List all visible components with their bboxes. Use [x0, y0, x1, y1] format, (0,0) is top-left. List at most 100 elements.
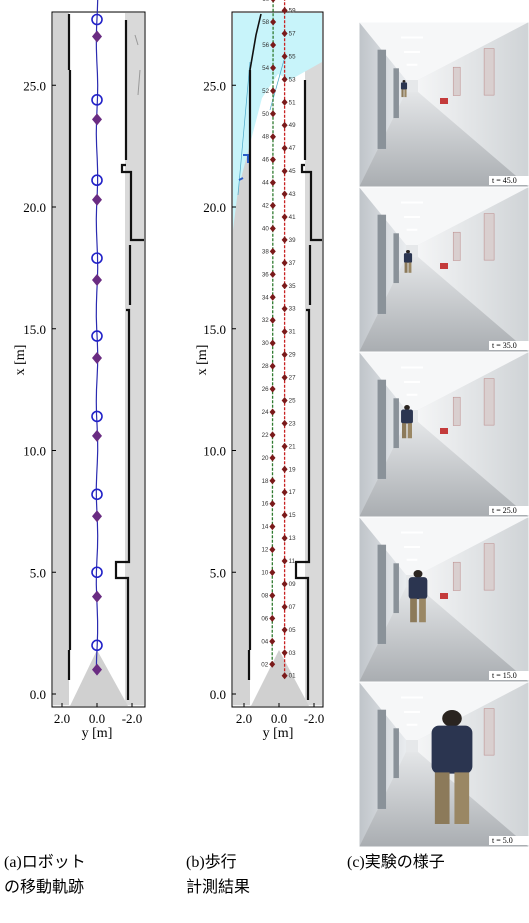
poster [483, 378, 495, 426]
right-step-label: 41 [289, 214, 296, 221]
right-step-label: 47 [289, 145, 296, 152]
right-step-marker [281, 351, 288, 359]
left-step-marker [269, 270, 276, 278]
left-step-marker [269, 523, 276, 531]
left-step-label: 56 [262, 42, 269, 49]
robot-diamond-marker [92, 663, 102, 676]
robot-diamond-marker [92, 429, 102, 442]
left-step-marker [269, 133, 276, 141]
robot-circle-marker [91, 252, 103, 264]
door [393, 68, 399, 119]
y-tick-label: 0.0 [210, 687, 226, 702]
left-step-marker [270, 87, 277, 95]
right-step-marker [281, 396, 288, 404]
right-step-marker [281, 557, 288, 565]
right-step-marker [281, 442, 288, 450]
door [393, 728, 399, 779]
robot-diamond-marker [92, 113, 102, 126]
right-step-label: 29 [289, 352, 296, 359]
left-step-marker [269, 431, 276, 439]
left-step-marker [270, 41, 277, 49]
right-step-marker [281, 190, 288, 198]
right-wall [418, 517, 529, 682]
right-step-label: 49 [289, 122, 296, 129]
poster [452, 396, 461, 426]
left-step-label: 60 [262, 0, 269, 3]
floor [359, 422, 529, 517]
left-step-marker [269, 156, 276, 164]
right-step-label: 23 [289, 420, 296, 427]
poster [483, 708, 495, 756]
person-head [404, 405, 410, 410]
photo-frame: t = 25.0 [358, 351, 529, 518]
left-step-label: 52 [262, 88, 269, 95]
right-step-marker [281, 374, 288, 382]
ceiling-light [404, 216, 420, 218]
right-step-label: 03 [289, 650, 296, 657]
left-step-marker [269, 637, 276, 645]
right-step-label: 37 [289, 260, 296, 267]
left-step-marker [269, 569, 276, 577]
time-label: t = 35.0 [492, 341, 517, 350]
right-step-marker [281, 144, 288, 152]
right-step-marker [281, 603, 288, 611]
right-step-marker [281, 534, 288, 542]
y-tick-label: 5.0 [30, 565, 46, 580]
photo-frame: t = 15.0 [358, 516, 529, 683]
left-step-label: 36 [262, 271, 269, 278]
left-step-label: 42 [262, 203, 269, 210]
robot-diamond-marker [92, 510, 102, 523]
x-tick-label: -2.0 [304, 711, 325, 726]
door [377, 49, 387, 149]
left-step-marker [269, 202, 276, 210]
x-axis-label-a: y [m] [82, 726, 113, 741]
ceiling-light [401, 36, 423, 39]
time-label-box [489, 341, 529, 350]
right-wall [418, 22, 529, 187]
right-step-marker [281, 121, 288, 129]
right-step-label: 31 [289, 329, 296, 336]
left-step-label: 34 [262, 294, 269, 301]
robot-diamond-marker [92, 351, 102, 364]
red-sign [440, 593, 448, 599]
right-step-label: 39 [289, 237, 296, 244]
left-step-marker [269, 546, 276, 554]
ceiling-light [406, 558, 418, 561]
right-step-label: 51 [289, 99, 296, 106]
right-step-marker [281, 305, 288, 313]
left-step-marker [269, 110, 276, 118]
x-axis-label-b: y [m] [263, 726, 294, 741]
y-tick-label: 10.0 [23, 444, 46, 459]
right-wall [418, 352, 529, 517]
time-label: t = 25.0 [492, 506, 517, 515]
ceiling-light [404, 381, 420, 383]
robot-diamond-marker [92, 30, 102, 43]
right-step-label: 45 [289, 168, 296, 175]
left-step-marker [269, 293, 276, 301]
left-step-label: 28 [262, 363, 269, 370]
time-label-box [489, 176, 529, 185]
door [393, 563, 399, 614]
map-noise-a [134, 34, 141, 96]
person-leg-left [401, 89, 404, 98]
photo-frame: t = 45.0 [358, 21, 529, 188]
ceiling-light [401, 366, 423, 369]
right-step-label: 09 [289, 581, 296, 588]
left-step-label: 38 [262, 248, 269, 255]
left-step-marker [270, 0, 276, 3]
y-tick-label: 0.0 [30, 687, 46, 702]
right-step-marker [281, 465, 288, 473]
door [377, 709, 387, 809]
person-torso [431, 725, 473, 774]
caption-c: (c)実験の様子 [347, 854, 445, 871]
ceiling-light [401, 696, 423, 699]
poster [452, 561, 461, 591]
person-leg-left [402, 423, 407, 439]
right-step-label: 53 [289, 76, 296, 83]
left-step-label: 16 [262, 501, 269, 508]
robot-start-region-b [251, 650, 309, 706]
right-step-label: 15 [289, 512, 296, 519]
sensor-rays [237, 59, 285, 196]
poster [483, 213, 495, 261]
caption-a-line1: (a)ロボット [4, 854, 86, 871]
